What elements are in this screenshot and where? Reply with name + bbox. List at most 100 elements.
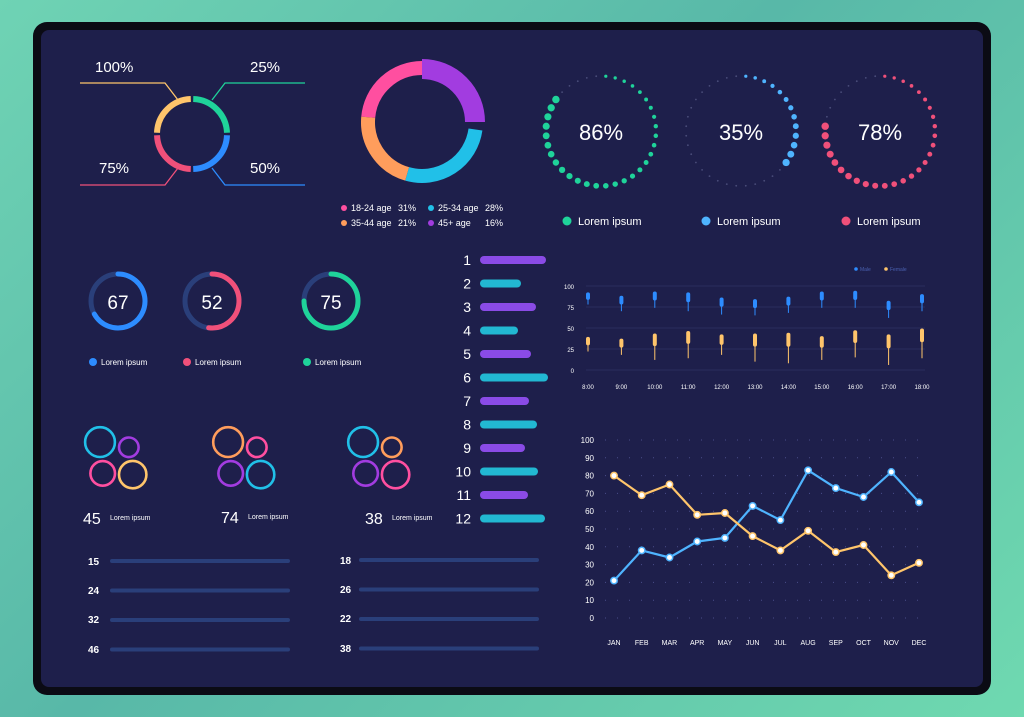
range-x-tick: 13:00 — [747, 385, 763, 391]
flower-3-petal-icon — [380, 459, 411, 490]
flower-value-2: 74 — [221, 510, 239, 527]
dot-gauge-2-dot — [763, 179, 766, 182]
dot-gauge-1-dot — [595, 75, 598, 78]
line-point — [610, 471, 618, 480]
dot-gauge-3-dot — [930, 114, 936, 119]
dot-gauge-2-dot — [791, 114, 797, 120]
dot-gauge-legend-dot-1 — [562, 216, 572, 226]
line-y-tick: 20 — [585, 578, 594, 587]
dot-gauge-1-dot — [644, 97, 649, 102]
line-point — [720, 533, 729, 542]
legend-dot-35-44 — [341, 220, 347, 226]
dot-gauge-2-dot — [771, 175, 774, 178]
dot-gauge-2-dot — [725, 183, 728, 186]
ring-gauge-legend-dot-1 — [89, 358, 97, 366]
line-x-tick: OCT — [856, 640, 872, 647]
dot-gauge-2-dot — [701, 91, 703, 93]
dot-gauge-3-dot — [901, 79, 905, 83]
dot-gauge-1-dot — [630, 84, 635, 88]
callout-line-25 — [211, 82, 305, 101]
ring-gauge-value-2: 52 — [201, 293, 222, 314]
dot-gauge-3-dot — [932, 133, 938, 139]
dot-gauge-2-dot — [695, 161, 697, 164]
bar-category-label: 9 — [463, 440, 471, 456]
dot-gauge-2-dot — [782, 158, 790, 167]
dot-gauge-value-1: 86% — [579, 120, 623, 145]
line-point — [804, 466, 813, 475]
ring-segment-yellow — [154, 96, 192, 134]
flower-1-petal-icon — [83, 425, 117, 459]
line-y-tick: 10 — [585, 596, 594, 605]
range-x-tick: 14:00 — [781, 385, 797, 391]
line-y-tick: 70 — [585, 489, 594, 498]
dot-gauge-3-dot — [932, 123, 938, 129]
line-point — [804, 526, 813, 535]
ring-gauge-arc-3 — [301, 271, 361, 331]
legend-value-35-44: 21% — [398, 218, 416, 228]
dot-gauge-3-dot — [834, 98, 836, 101]
ring-gauge-legend-dot-3 — [303, 358, 311, 366]
dot-gauge-1-dot — [653, 133, 659, 139]
dot-gauge-2-dot — [783, 97, 789, 102]
line-y-tick: 90 — [585, 454, 594, 463]
ring-segment-blue — [192, 134, 230, 172]
dot-gauge-value-3: 78% — [858, 120, 902, 145]
callout-label-50: 50% — [250, 160, 280, 177]
dot-gauge-3-dot — [855, 80, 858, 83]
dot-gauge-3-dot — [916, 90, 921, 95]
dot-gauge-2-dot — [701, 169, 703, 171]
dot-gauge-1-dot — [622, 79, 626, 83]
range-x-tick: 9:00 — [616, 385, 628, 391]
line-point — [915, 498, 923, 507]
legend-dot-45plus — [428, 220, 434, 226]
progress-left-label-4: 46 — [88, 645, 100, 656]
range-x-tick: 18:00 — [914, 385, 930, 391]
line-x-tick: MAR — [662, 640, 678, 647]
dot-gauge-label-1: Lorem ipsum — [578, 216, 642, 228]
dot-gauge-1-dot — [643, 160, 649, 165]
flower-label-1: Lorem ipsum — [110, 515, 151, 522]
dot-gauge-1-dot — [613, 76, 617, 80]
line-point — [693, 537, 702, 546]
dot-gauge-3-dot — [823, 141, 831, 149]
ring-gauge-label-1: Lorem ipsum — [101, 358, 148, 367]
dot-gauge-3-dot — [930, 142, 936, 148]
donut-slice-18-24 — [361, 61, 423, 119]
line-point — [887, 468, 896, 476]
dot-gauge-2-dot — [685, 134, 688, 137]
flower-2-petal-icon — [211, 425, 245, 459]
line-x-tick: APR — [690, 640, 704, 647]
dot-gauge-2-dot — [754, 183, 757, 186]
legend-label-25-34: 25-34 age — [438, 203, 479, 213]
dot-gauge-3-dot — [864, 77, 867, 79]
line-y-tick: 0 — [590, 614, 595, 623]
ring-gauge-label-2: Lorem ipsum — [195, 358, 242, 367]
range-legend-dot — [884, 267, 888, 271]
dot-gauge-1-dot — [604, 74, 608, 78]
dot-gauge-2-dot — [779, 169, 781, 171]
progress-left-label-1: 15 — [88, 557, 100, 568]
flower-value-1: 45 — [83, 511, 101, 528]
line-y-tick: 40 — [585, 543, 594, 552]
dashboard-canvas: 100% 25% 75% 50% 18-24 age 31% 25-34 age… — [80, 59, 938, 656]
range-legend-label: Male — [860, 267, 871, 273]
range-legend-dot — [854, 267, 858, 271]
line-y-tick: 50 — [585, 525, 594, 534]
ring-gauges-widget: 67 52 75 Lorem ipsum Lorem ipsum Lorem i… — [88, 271, 362, 367]
range-x-tick: 17:00 — [881, 385, 897, 391]
dot-gauge-1-dot — [552, 159, 560, 166]
line-point — [665, 480, 674, 489]
line-point — [665, 553, 674, 562]
dot-gauge-label-3: Lorem ipsum — [857, 216, 921, 228]
dot-gauge-2-dot — [735, 184, 738, 187]
line-point — [831, 484, 840, 493]
bar-category-label: 10 — [455, 464, 471, 480]
line-x-tick: JUL — [774, 640, 787, 647]
dot-gauge-2-dot — [716, 179, 719, 182]
donut-slice-25-34 — [405, 128, 483, 183]
dot-gauge-1-dot — [651, 142, 657, 148]
bar-category-label: 1 — [463, 252, 471, 268]
dot-gauge-3-dot — [923, 97, 928, 102]
dot-gauge-1-dot — [547, 150, 555, 158]
line-point — [637, 546, 646, 555]
